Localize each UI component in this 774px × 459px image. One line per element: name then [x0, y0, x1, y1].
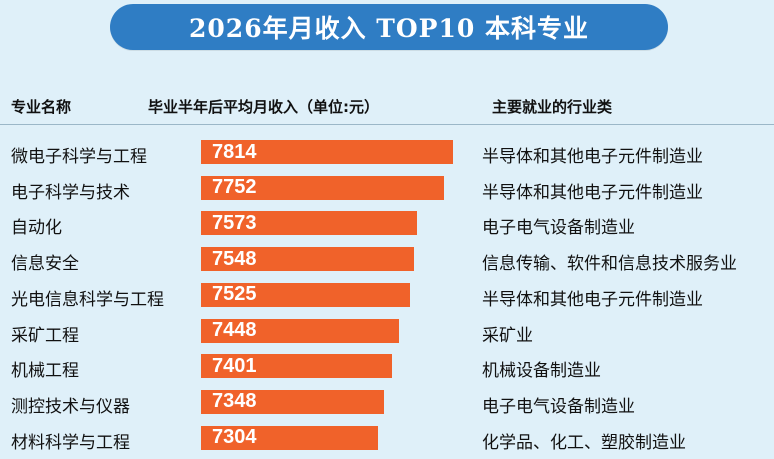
category-label: 测控技术与仪器: [11, 396, 130, 417]
bar-value-label: 7401: [212, 354, 257, 377]
bar-row: 测控技术与仪器 7348 电子电气设备制造业: [0, 387, 774, 423]
category-label: 电子科学与技术: [11, 182, 130, 203]
salary-bar: 7448: [201, 318, 400, 343]
bar-value-label: 7304: [212, 426, 257, 449]
salary-bar: 7814: [201, 140, 453, 164]
industry-label: 半导体和其他电子元件制造业: [482, 147, 703, 167]
category-label: 材料科学与工程: [11, 432, 130, 453]
bar-row: 微电子科学与工程 7814 半导体和其他电子元件制造业: [0, 137, 774, 173]
bar-value-label: 7548: [212, 247, 257, 270]
bar-row: 采矿工程 7448 采矿业: [0, 316, 774, 352]
bar-row: 材料科学与工程 7304 化学品、化工、塑胶制造业: [0, 423, 774, 459]
category-label: 采矿工程: [11, 325, 79, 346]
chart-title: 2026年月收入 TOP10 本科专业: [189, 14, 589, 43]
industry-label: 化学品、化工、塑胶制造业: [482, 432, 686, 453]
salary-bar: 7752: [201, 175, 444, 200]
salary-bar: 7401: [201, 354, 393, 379]
industry-label: 机械设备制造业: [482, 361, 601, 382]
bar-row: 自动化 7573 电子电气设备制造业: [0, 208, 774, 244]
column-header-major: 专业名称: [11, 98, 72, 116]
bar-value-label: 7448: [212, 319, 257, 341]
salary-bar: 7573: [201, 211, 418, 236]
category-label: 信息安全: [11, 254, 79, 275]
bar-value-label: 7348: [212, 390, 257, 413]
salary-bar: 7525: [201, 282, 411, 307]
category-label: 光电信息科学与工程: [11, 289, 164, 310]
category-label: 微电子科学与工程: [11, 147, 147, 167]
chart-title-banner: 2026年月收入 TOP10 本科专业: [110, 4, 668, 50]
bar-row: 光电信息科学与工程 7525 半导体和其他电子元件制造业: [0, 280, 774, 316]
bar-value-label: 7814: [212, 140, 257, 163]
column-header-salary: 毕业半年后平均月收入（单位:元）: [148, 98, 380, 116]
bar-row: 电子科学与技术 7752 半导体和其他电子元件制造业: [0, 173, 774, 209]
header-divider: [0, 124, 774, 125]
industry-label: 信息传输、软件和信息技术服务业: [482, 254, 737, 275]
industry-label: 电子电气设备制造业: [482, 218, 635, 239]
bar-value-label: 7752: [212, 176, 257, 199]
bar-row: 信息安全 7548 信息传输、软件和信息技术服务业: [0, 244, 774, 280]
salary-bar: 7304: [201, 425, 378, 450]
industry-label: 半导体和其他电子元件制造业: [482, 289, 703, 310]
category-label: 机械工程: [11, 361, 79, 382]
salary-bar: 7348: [201, 389, 385, 414]
salary-bar: 7548: [201, 247, 414, 272]
industry-label: 半导体和其他电子元件制造业: [482, 182, 703, 203]
bar-value-label: 7573: [212, 211, 257, 234]
bar-value-label: 7525: [212, 283, 257, 306]
column-header-industry: 主要就业的行业类: [492, 98, 613, 116]
industry-label: 电子电气设备制造业: [482, 396, 635, 417]
category-label: 自动化: [11, 218, 62, 239]
bar-row: 机械工程 7401 机械设备制造业: [0, 351, 774, 387]
industry-label: 采矿业: [482, 325, 533, 346]
